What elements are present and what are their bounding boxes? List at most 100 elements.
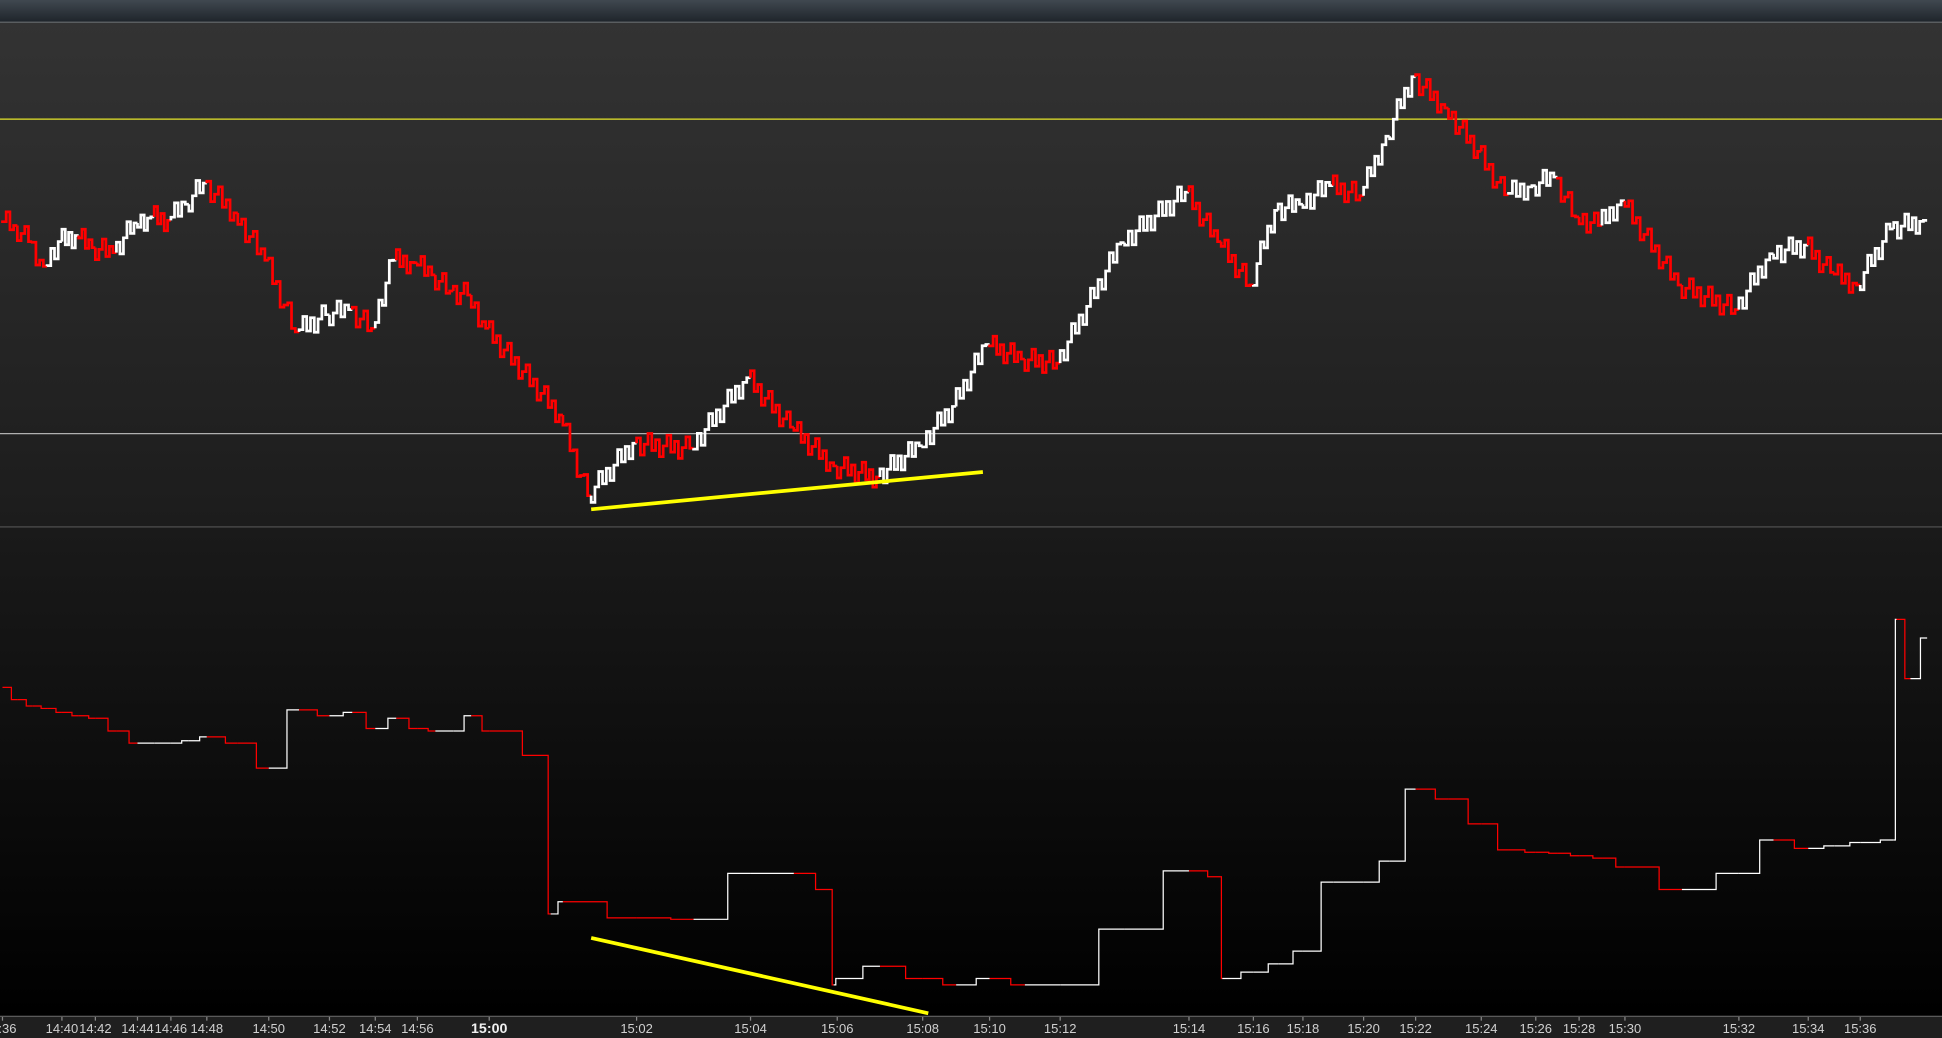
price-segment bbox=[136, 213, 155, 232]
indicator-segment bbox=[1448, 798, 1482, 825]
price-segment bbox=[988, 334, 1025, 365]
title-bar bbox=[0, 0, 1942, 23]
indicator-segment bbox=[237, 742, 269, 769]
indicator-segment bbox=[1363, 860, 1390, 883]
price-segment bbox=[1858, 222, 1894, 292]
indicator-segment bbox=[1557, 852, 1580, 857]
price-segment bbox=[45, 240, 62, 268]
axis-tick-label: 14:54 bbox=[359, 1021, 392, 1036]
price-segment bbox=[1219, 238, 1254, 288]
indicator-segment bbox=[95, 717, 117, 732]
indicator-segment bbox=[1415, 788, 1449, 800]
indicator-segment bbox=[1896, 618, 1911, 680]
indicator-segment bbox=[17, 699, 33, 707]
axis-tick-label: 14:50 bbox=[252, 1021, 285, 1036]
price-segment bbox=[1806, 236, 1835, 274]
indicator-segment bbox=[693, 872, 751, 920]
indicator-segment bbox=[1738, 839, 1774, 874]
indicator-segment bbox=[1253, 963, 1279, 973]
price-segment bbox=[60, 227, 79, 250]
price-segment bbox=[1556, 176, 1580, 219]
price-segment bbox=[394, 248, 418, 275]
axis-tick-label: 15:36 bbox=[1844, 1021, 1877, 1036]
price-segment bbox=[205, 179, 238, 222]
indicator-segment bbox=[1579, 855, 1603, 859]
price-segment bbox=[749, 369, 794, 429]
indicator-segment bbox=[78, 715, 96, 719]
price-segment bbox=[77, 227, 96, 250]
indicator-segment bbox=[61, 711, 79, 717]
axis-tick-label: 15:30 bbox=[1609, 1021, 1642, 1036]
trendline bbox=[590, 470, 984, 512]
price-segment bbox=[297, 304, 330, 334]
price-segment bbox=[469, 295, 490, 330]
price-segment bbox=[152, 205, 171, 233]
axis-tick-label: 15:16 bbox=[1237, 1021, 1270, 1036]
indicator-segment bbox=[544, 754, 551, 915]
time-axis bbox=[0, 1015, 1942, 1038]
price-segment bbox=[1, 210, 18, 232]
price-segment bbox=[1577, 211, 1603, 234]
indicator-segment bbox=[879, 965, 923, 980]
lower-indicator-panel bbox=[0, 527, 1942, 1016]
indicator-segment bbox=[1389, 788, 1416, 862]
indicator-segment bbox=[830, 888, 834, 986]
price-segment bbox=[1680, 277, 1739, 316]
indicator-segment bbox=[268, 709, 300, 769]
axis-tick-label: 14:40 bbox=[46, 1021, 79, 1036]
axis-tick-label: 15:06 bbox=[821, 1021, 854, 1036]
price-segment bbox=[1058, 241, 1125, 364]
indicator-segment bbox=[471, 715, 490, 732]
price-segment bbox=[115, 220, 138, 256]
price-segment bbox=[1388, 75, 1416, 141]
price-segment bbox=[267, 256, 300, 334]
trendline bbox=[590, 936, 929, 1016]
price-segment bbox=[1479, 145, 1509, 197]
indicator-segment bbox=[1508, 849, 1536, 853]
indicator-segment bbox=[1124, 870, 1189, 930]
indicator-segment bbox=[453, 715, 472, 732]
indicator-segment bbox=[1278, 950, 1303, 965]
price-segment bbox=[451, 281, 472, 306]
indicator-segment bbox=[1481, 823, 1509, 851]
indicator-segment bbox=[417, 727, 436, 732]
indicator-segment bbox=[1060, 928, 1125, 986]
indicator-segment bbox=[1910, 637, 1928, 680]
price-segment bbox=[15, 225, 33, 243]
indicator-segment bbox=[299, 709, 330, 717]
axis-tick-label: 15:28 bbox=[1563, 1021, 1596, 1036]
indicator-segment bbox=[352, 711, 376, 730]
price-segment bbox=[1276, 194, 1303, 222]
indicator-segment bbox=[1188, 870, 1221, 878]
price-segment bbox=[94, 237, 117, 261]
price-segment bbox=[416, 255, 436, 277]
price-segment bbox=[692, 376, 751, 451]
indicator-segment bbox=[1893, 618, 1897, 841]
indicator-segment bbox=[329, 711, 353, 717]
indicator-segment bbox=[2, 686, 18, 701]
price-segment bbox=[1362, 134, 1390, 196]
axis-tick-label: 14:42 bbox=[79, 1021, 112, 1036]
lower-series bbox=[2, 618, 1928, 1016]
price-segment bbox=[635, 432, 694, 460]
axis-tick-label: 14:48 bbox=[191, 1021, 224, 1036]
upper-price-panel bbox=[0, 22, 1942, 528]
price-segment bbox=[433, 272, 454, 295]
indicator-segment bbox=[636, 917, 694, 920]
axis-tick-label: 14:46 bbox=[155, 1021, 188, 1036]
axis-tick-label: 15:24 bbox=[1465, 1021, 1498, 1036]
indicator-segment bbox=[1535, 851, 1558, 854]
price-segment bbox=[328, 299, 353, 327]
indicator-segment bbox=[1681, 872, 1739, 891]
indicator-segment bbox=[837, 965, 880, 980]
indicator-segment bbox=[1624, 866, 1682, 891]
price-segment bbox=[1187, 185, 1222, 243]
price-segment bbox=[350, 305, 376, 333]
axis-tick-label: 15:14 bbox=[1173, 1021, 1206, 1036]
indicator-segment bbox=[1220, 876, 1223, 980]
time-axis-ticks: :36 14:40 14:42 14:44 14:46 14:48 14:50 14:52 14… bbox=[0, 1016, 1877, 1037]
indicator-segment bbox=[47, 707, 62, 713]
indicator-segment bbox=[1773, 839, 1809, 849]
price-segment bbox=[187, 179, 207, 213]
